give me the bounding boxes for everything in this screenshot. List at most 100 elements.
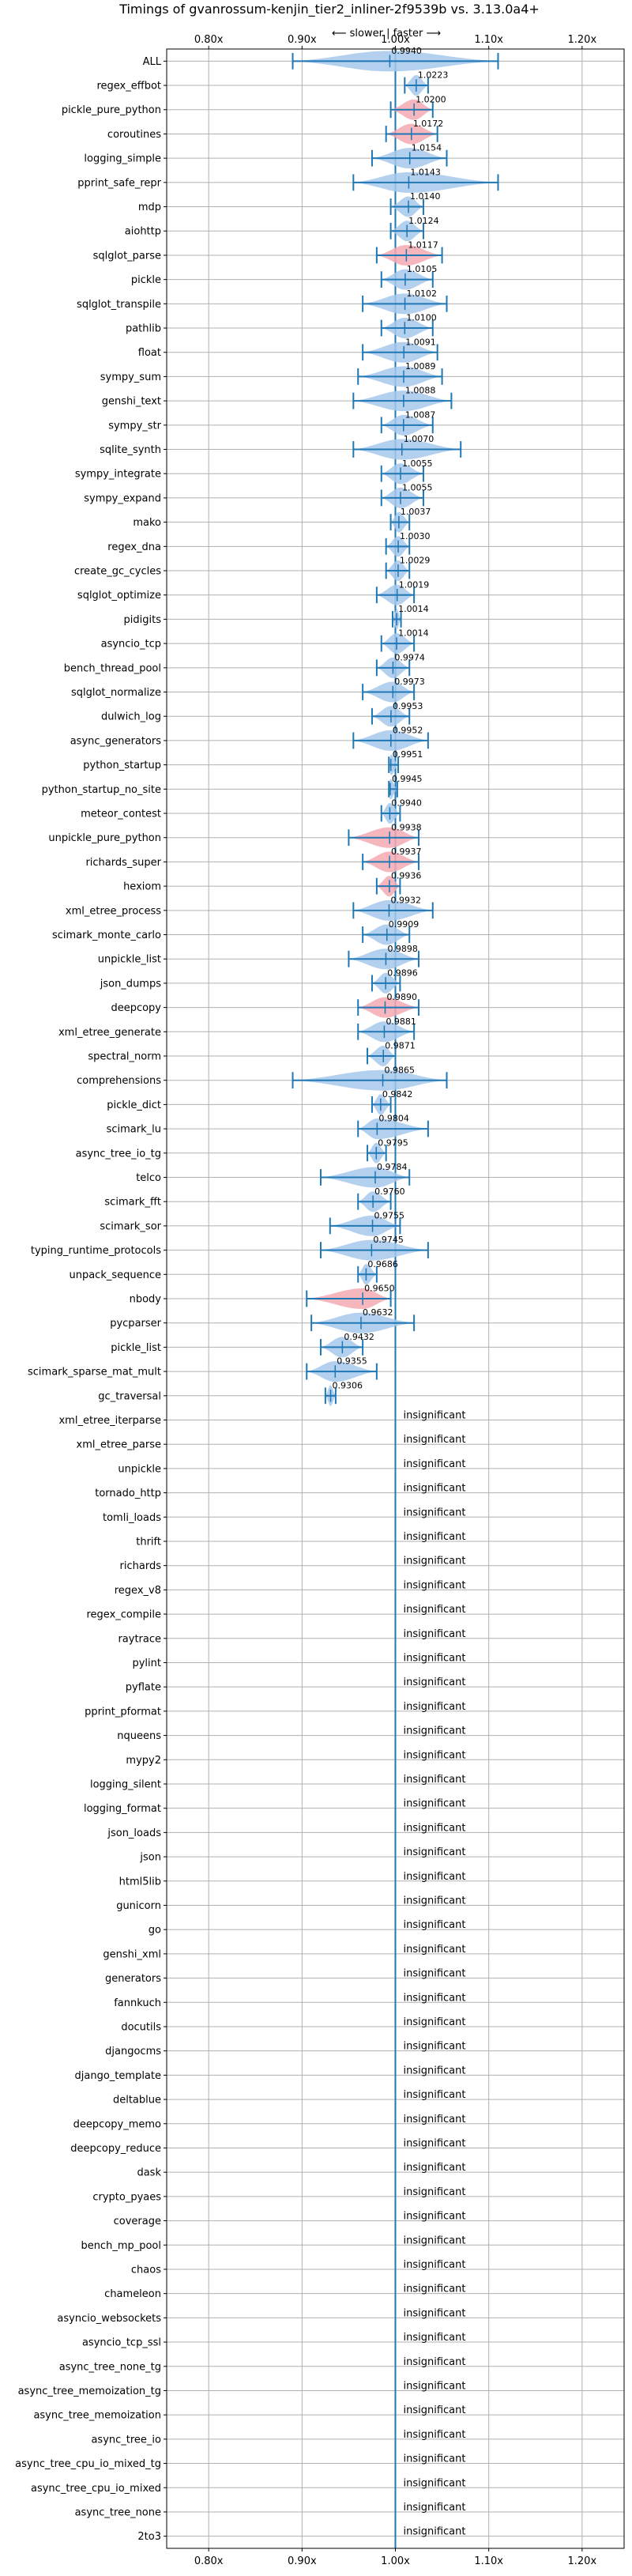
data-label: 1.0055 <box>402 458 433 469</box>
benchmark-label: async_tree_memoization <box>33 2410 161 2422</box>
benchmark-label: mdp <box>138 202 161 213</box>
data-label: 0.9784 <box>377 1162 408 1172</box>
benchmark-label: json_loads <box>107 1827 161 1839</box>
benchmark-label: regex_v8 <box>115 1585 161 1597</box>
data-label: 0.9973 <box>394 677 424 687</box>
data-label: 1.0037 <box>401 507 431 517</box>
data-label: 1.0029 <box>400 556 431 566</box>
data-label: 0.9686 <box>367 1259 398 1269</box>
benchmark-label: docutils <box>121 2021 161 2033</box>
insignificant-label: insignificant <box>404 1822 466 1834</box>
insignificant-label: insignificant <box>404 1483 466 1495</box>
data-label: 1.0124 <box>408 216 439 226</box>
benchmark-label: fannkuch <box>114 1997 161 2009</box>
benchmark-label: asyncio_websockets <box>57 2313 161 2325</box>
insignificant-label: insignificant <box>404 1944 466 1956</box>
benchmark-label: hexiom <box>123 881 161 893</box>
data-label: 0.9804 <box>378 1114 408 1124</box>
benchmark-label: genshi_text <box>102 396 161 408</box>
data-label: 1.0102 <box>407 289 438 299</box>
benchmark-label: sqlglot_parse <box>93 250 161 262</box>
benchmark-label: pickle_list <box>111 1342 161 1354</box>
benchmark-label: mako <box>133 517 161 529</box>
insignificant-label: insignificant <box>404 2284 466 2295</box>
data-label: 0.9974 <box>394 652 424 662</box>
benchmark-label: richards <box>120 1560 162 1572</box>
benchmark-label: regex_effbot <box>96 81 161 92</box>
insignificant-label: insignificant <box>404 1652 466 1664</box>
x-tick-label-bottom: 1.00x <box>381 2555 410 2567</box>
insignificant-label: insignificant <box>404 1628 466 1640</box>
benchmark-label: aiohttp <box>125 226 161 238</box>
insignificant-label: insignificant <box>404 2065 466 2076</box>
insignificant-label: insignificant <box>404 2429 466 2441</box>
data-label: 1.0172 <box>413 119 444 129</box>
insignificant-label: insignificant <box>404 2502 466 2514</box>
data-label: 0.9760 <box>374 1186 405 1197</box>
benchmark-label: tornado_http <box>95 1488 161 1499</box>
insignificant-label: insignificant <box>404 2235 466 2246</box>
benchmark-label: asyncio_tcp_ssl <box>82 2337 161 2349</box>
benchmark-label: regex_compile <box>86 1609 161 1621</box>
data-label: 0.9881 <box>386 1016 416 1027</box>
benchmark-label: pidigits <box>124 614 162 626</box>
data-label: 0.9355 <box>337 1356 367 1367</box>
insignificant-label: insignificant <box>404 2211 466 2223</box>
data-label: 0.9937 <box>391 847 422 857</box>
data-label: 1.0087 <box>405 409 436 420</box>
benchmark-label: sympy_str <box>108 420 161 432</box>
benchmark-label: async_tree_memoization_tg <box>18 2386 161 2397</box>
x-tick-label-bottom: 1.20x <box>568 2555 597 2567</box>
benchmark-label: pickle <box>131 274 161 286</box>
insignificant-label: insignificant <box>404 1871 466 1883</box>
benchmark-label: chaos <box>131 2264 161 2276</box>
benchmark-label: sqlite_synth <box>100 444 161 456</box>
data-label: 0.9432 <box>344 1332 374 1342</box>
benchmark-label: logging_format <box>84 1803 161 1815</box>
data-label: 1.0070 <box>404 434 434 444</box>
benchmark-label: xml_etree_iterparse <box>58 1415 161 1427</box>
insignificant-label: insignificant <box>404 1798 466 1810</box>
benchmark-label: nbody <box>130 1294 162 1306</box>
insignificant-label: insignificant <box>404 1507 466 1518</box>
benchmark-label: thrift <box>136 1536 161 1548</box>
benchmark-label: json <box>139 1852 161 1864</box>
data-label: 1.0154 <box>412 143 442 153</box>
data-label: 1.0019 <box>399 579 430 590</box>
benchmark-label: pyflate <box>126 1682 161 1694</box>
insignificant-label: insignificant <box>404 2307 466 2319</box>
data-label: 0.9632 <box>363 1307 393 1318</box>
insignificant-label: insignificant <box>404 2016 466 2028</box>
benchmark-label: regex_dna <box>107 541 161 553</box>
benchmark-label: richards_super <box>85 857 161 869</box>
data-label: 1.0200 <box>416 94 446 104</box>
benchmark-label: async_tree_none <box>75 2506 161 2518</box>
benchmark-label: generators <box>105 1973 161 1985</box>
data-label: 0.9938 <box>391 822 422 832</box>
data-label: 0.9898 <box>387 944 418 954</box>
benchmark-label: unpack_sequence <box>69 1269 161 1281</box>
benchmark-label: sqlglot_transpile <box>77 299 161 311</box>
benchmark-label: bench_thread_pool <box>64 662 161 674</box>
benchmark-label: gunicorn <box>116 1900 161 1912</box>
insignificant-label: insignificant <box>404 1774 466 1786</box>
data-label: 1.0055 <box>402 482 433 492</box>
insignificant-label: insignificant <box>404 1676 466 1688</box>
benchmark-label: typing_runtime_protocols <box>31 1245 161 1257</box>
benchmark-label: crypto_pyaes <box>92 2191 161 2203</box>
data-label: 0.9755 <box>374 1210 405 1220</box>
x-tick-label-top: 0.90x <box>288 34 317 46</box>
x-tick-label-top: 0.80x <box>194 34 224 46</box>
x-tick-label-top: 1.20x <box>568 34 597 46</box>
benchmark-label: coroutines <box>107 129 161 141</box>
insignificant-label: insignificant <box>404 2259 466 2271</box>
data-label: 1.0089 <box>405 361 436 372</box>
benchmark-label: float <box>138 347 161 359</box>
benchmark-label: raytrace <box>118 1633 161 1645</box>
data-label: 0.9896 <box>387 967 418 978</box>
x-tick-label-bottom: 0.90x <box>288 2555 317 2567</box>
benchmark-label: meteor_contest <box>81 809 161 820</box>
benchmark-label: async_tree_io_tg <box>76 1148 161 1160</box>
insignificant-label: insignificant <box>404 1846 466 1858</box>
